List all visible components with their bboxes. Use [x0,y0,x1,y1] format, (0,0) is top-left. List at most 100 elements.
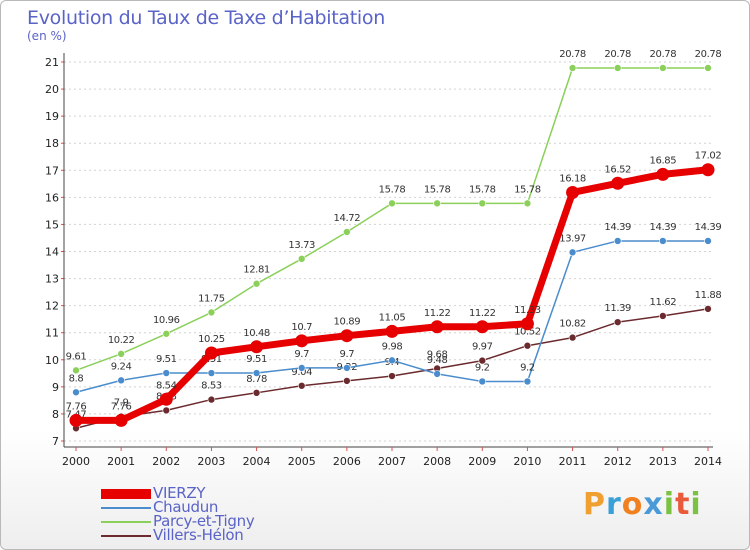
data-label-chaudun-2002: 9.51 [156,354,177,365]
y-tick-label-11: 11 [45,327,59,340]
data-label-villers-helon-2014: 11.88 [695,290,722,301]
x-tick-label-2010: 2010 [513,455,541,468]
point-villers-helon-2002 [162,406,171,415]
data-label-chaudun-2009: 9.2 [475,362,490,373]
logo-letter-4: i [663,487,676,522]
data-label-vierzy-2002: 8.54 [156,380,177,391]
legend-label-parcy-et-tigny: Parcy-et-Tigny [153,512,255,530]
point-chaudun-2009 [478,377,487,386]
data-label-vierzy-2005: 10.7 [291,322,312,333]
point-villers-helon-2005 [297,381,306,390]
y-tick-label-8: 8 [52,408,59,421]
point-parcy-et-tigny-2014 [704,64,712,72]
data-label-parcy-et-tigny-2003: 11.75 [198,293,225,304]
data-label-villers-helon-2013: 11.62 [650,297,677,308]
y-tick-label-15: 15 [45,218,59,231]
point-chaudun-2013 [659,237,667,245]
point-vierzy-2008 [430,320,444,334]
point-chaudun-2001 [117,376,125,385]
point-chaudun-2002 [162,369,171,377]
point-villers-helon-2013 [659,312,667,320]
x-tick-label-2009: 2009 [468,455,496,468]
chart-title: Evolution du Taux de Taxe d’Habitation [27,7,385,29]
data-label-parcy-et-tigny-2002: 10.96 [153,315,180,326]
y-tick-label-16: 16 [45,191,59,204]
x-tick-label-2000: 2000 [62,455,90,468]
y-tick-label-12: 12 [45,300,59,313]
x-tick-label-2006: 2006 [333,455,361,468]
logo-letter-2: o [621,487,644,522]
point-parcy-et-tigny-2002 [162,329,171,338]
y-unit-label: (en %) [27,29,67,43]
data-label-chaudun-2014: 14.39 [695,222,722,233]
point-vierzy-2000 [69,413,83,427]
y-tick-label-14: 14 [45,246,59,259]
data-label-parcy-et-tigny-2013: 20.78 [650,49,677,60]
data-label-vierzy-2012: 16.52 [604,164,631,175]
x-tick-label-2008: 2008 [423,455,451,468]
data-label-chaudun-2010: 9.2 [520,362,535,373]
data-label-parcy-et-tigny-2005: 13.73 [288,240,315,251]
data-label-chaudun-2004: 9.51 [246,354,267,365]
y-tick-label-19: 19 [45,110,59,123]
legend-label-chaudun: Chaudun [153,498,219,516]
data-label-parcy-et-tigny-2007: 15.78 [379,184,406,195]
data-label-vierzy-2014: 17.02 [695,151,722,162]
point-vierzy-2013 [656,167,670,181]
legend-label-villers-helon: Villers-Hélon [153,526,244,544]
data-label-parcy-et-tigny-2012: 20.78 [604,49,631,60]
data-label-chaudun-2013: 14.39 [650,222,677,233]
x-tick-label-2014: 2014 [694,455,722,468]
logo-letter-0: P [583,487,606,522]
x-tick-label-2001: 2001 [107,455,135,468]
point-vierzy-2007 [385,324,399,338]
logo-letter-5: t [675,487,691,522]
point-vierzy-2006 [340,329,354,343]
data-label-chaudun-2006: 9.7 [339,349,354,360]
data-label-parcy-et-tigny-2001: 10.22 [108,335,135,346]
x-tick-label-2005: 2005 [288,455,316,468]
data-label-parcy-et-tigny-2000: 9.61 [66,351,87,362]
point-chaudun-2012 [613,237,622,245]
point-villers-helon-2012 [613,318,622,326]
y-tick-label-13: 13 [45,273,59,286]
x-tick-label-2012: 2012 [604,455,632,468]
point-parcy-et-tigny-2010 [523,199,532,208]
point-villers-helon-2004 [252,389,261,397]
data-label-parcy-et-tigny-2004: 12.81 [243,265,270,276]
point-vierzy-2009 [475,320,489,334]
point-villers-helon-2009 [478,356,487,365]
point-chaudun-2011 [568,248,577,257]
data-label-chaudun-2007: 9.98 [382,341,403,352]
point-villers-helon-2010 [523,341,532,350]
point-villers-helon-2003 [207,395,216,404]
data-label-chaudun-2001: 9.24 [111,361,132,372]
data-label-vierzy-2001: 7.76 [111,401,132,412]
point-parcy-et-tigny-2003 [207,308,216,317]
point-villers-helon-2011 [568,333,577,342]
point-vierzy-2001 [114,413,128,427]
point-parcy-et-tigny-2000 [72,366,80,375]
point-chaudun-2014 [704,237,712,245]
data-label-vierzy-2011: 16.18 [559,173,586,184]
legend-label-vierzy: VIERZY [153,484,206,502]
data-label-villers-helon-2004: 8.78 [246,374,267,385]
x-tick-label-2007: 2007 [378,455,406,468]
point-parcy-et-tigny-2005 [297,255,306,263]
data-label-parcy-et-tigny-2009: 15.78 [469,184,496,195]
line-chart: 7 8 9 10 11 12 13 14 15 16 17 18 19 20 21 2000 2001 2002 2… [45,49,722,468]
legend-swatch-parcy-et-tigny [101,521,151,523]
data-label-villers-helon-2011: 10.82 [559,319,586,330]
data-label-chaudun-2008: 9.48 [427,355,448,366]
y-tick-label-21: 21 [45,56,59,69]
data-label-vierzy-2006: 10.89 [334,317,361,328]
point-parcy-et-tigny-2011 [568,64,577,72]
data-label-villers-helon-2001: 7.9 [114,398,129,409]
point-chaudun-2003 [207,369,216,377]
point-chaudun-2007 [388,356,396,365]
logo-letter-3: x [643,487,664,522]
data-label-vierzy-2008: 11.22 [424,308,451,319]
point-parcy-et-tigny-2013 [659,64,667,72]
x-tick-label-2013: 2013 [649,455,677,468]
